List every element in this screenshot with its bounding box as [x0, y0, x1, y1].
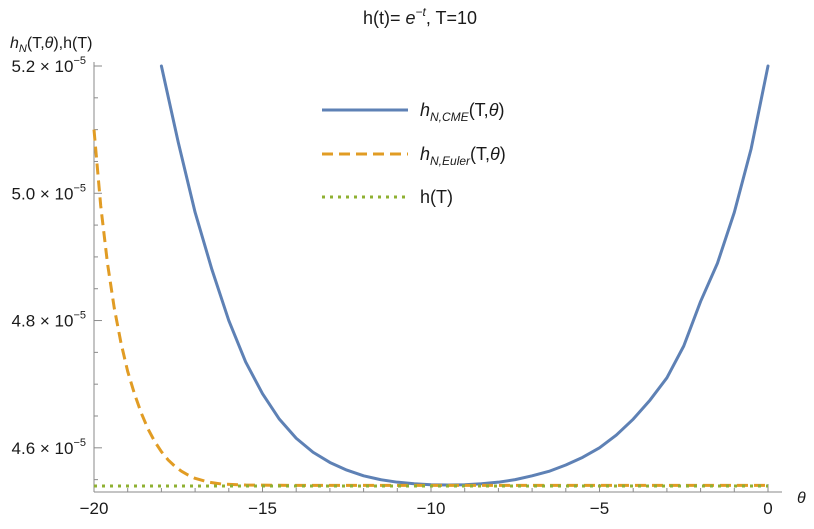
- y-tick-label: 5.0 × 10−5: [12, 182, 86, 203]
- y-label-theta: θ: [45, 35, 54, 52]
- x-tick-label: −15: [248, 499, 277, 518]
- y-tick-label: 4.8 × 10−5: [12, 310, 86, 331]
- legend-label-exact: h(T): [420, 187, 453, 207]
- series-line-euler: [92, 129, 768, 487]
- legend-cme-end: ): [498, 100, 504, 120]
- chart-title: h(t)= e−t, T=10: [363, 5, 477, 28]
- x-ticks: −20 −15 −10 −5 0: [80, 484, 773, 518]
- legend-euler-h: h: [420, 144, 430, 164]
- series-line-cme: [159, 64, 770, 487]
- title-suffix: , T=10: [426, 8, 477, 28]
- legend-cme-rest: (T,: [469, 100, 489, 120]
- x-tick-label: −10: [417, 499, 446, 518]
- title-base: e: [405, 8, 415, 28]
- x-tick-label: 0: [763, 499, 772, 518]
- legend-cme-h: h: [420, 100, 430, 120]
- x-tick-label: −5: [590, 499, 609, 518]
- legend-cme-theta: θ: [489, 100, 499, 120]
- y-label-h: h: [10, 35, 19, 52]
- y-tick-label: 5.2 × 10−5: [12, 55, 86, 76]
- y-label-sub: N: [19, 43, 27, 55]
- title-prefix: h(t)=: [363, 8, 406, 28]
- y-label-end: ),h(T): [53, 35, 92, 52]
- x-axis-label: θ: [797, 490, 806, 507]
- title-exponent: −t: [415, 5, 426, 19]
- legend-euler-end: ): [500, 144, 506, 164]
- legend-label-euler: hN,Euler(T,θ): [420, 144, 506, 168]
- y-tick-label: 4.6 × 10−5: [12, 437, 86, 458]
- x-tick-label: −20: [80, 499, 109, 518]
- plot-area: [92, 64, 770, 488]
- legend-euler-theta: θ: [490, 144, 500, 164]
- y-label-rest: (T,: [27, 35, 45, 52]
- legend-euler-sub: N,Euler: [430, 154, 471, 168]
- y-ticks: 4.6 × 10−5 4.8 × 10−5 5.0 × 10−5 5.2 × 10−5: [12, 55, 102, 481]
- legend: hN,CME(T,θ) hN,Euler(T,θ) h(T): [322, 100, 506, 207]
- y-axis-label: hN(T,θ),h(T): [10, 35, 92, 55]
- legend-cme-sub: N,CME: [430, 110, 470, 124]
- legend-label-cme: hN,CME(T,θ): [420, 100, 504, 124]
- legend-euler-rest: (T,: [470, 144, 490, 164]
